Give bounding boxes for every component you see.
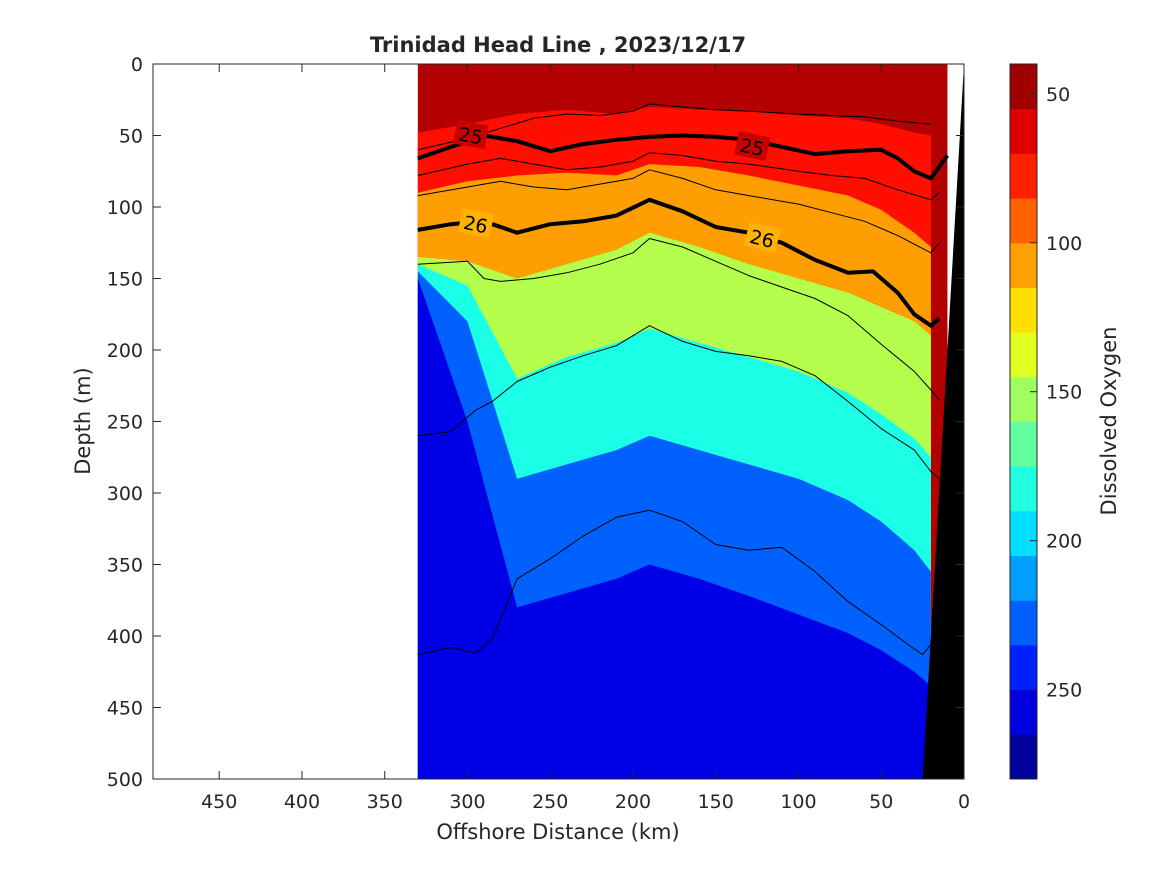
x-tick-label: 450: [201, 791, 237, 813]
chart-title: Trinidad Head Line , 2023/12/17: [370, 33, 746, 57]
y-tick-label: 0: [131, 54, 143, 76]
colorbar-swatch: [1010, 466, 1037, 512]
y-tick-label: 200: [107, 340, 143, 362]
x-tick-label: 150: [698, 791, 734, 813]
colorbar-swatch: [1010, 332, 1037, 378]
colorbar-swatch: [1010, 376, 1037, 422]
x-tick-label: 250: [532, 791, 568, 813]
y-tick-label: 400: [107, 626, 143, 648]
y-tick-label: 450: [107, 698, 143, 720]
colorbar-swatch: [1010, 153, 1037, 199]
y-tick-label: 50: [119, 126, 143, 148]
y-tick-label: 300: [107, 483, 143, 505]
colorbar-ticks: 250 200 150 100 50: [1030, 84, 1082, 702]
y-tick-label: 100: [107, 197, 143, 219]
colorbar: 250 200 150 100 50 Dissolved Oxygen: [1009, 63, 1121, 780]
colorbar-tick-label: 250: [1046, 680, 1082, 702]
contour-label-gap: [734, 130, 771, 162]
colorbar-frame: [1009, 63, 1038, 780]
contour-label-gap: [453, 119, 489, 150]
x-tick-label: 400: [284, 791, 320, 813]
sigma-contour-bold: [417, 133, 950, 181]
y-tick-label: 250: [107, 412, 143, 434]
y-axis-label: Depth (m): [71, 367, 95, 474]
density-contour-lines: [417, 103, 950, 656]
colorbar-tick-label: 150: [1046, 382, 1082, 404]
sigma-contour: [417, 325, 940, 480]
colorbar-swatch: [1010, 555, 1037, 601]
x-tick-label: 300: [449, 791, 485, 813]
x-tick-label: 350: [367, 791, 403, 813]
contour-label: 25: [457, 124, 485, 150]
y-tick-label: 500: [107, 769, 143, 791]
x-axis-ticks: 450 400 350 300 250 200 150 100 50 0: [201, 64, 970, 813]
colorbar-tick-label: 50: [1046, 84, 1070, 106]
y-axis-ticks: 0 50 100 150 200 250 300 350 400 450 500: [107, 54, 964, 791]
oxygen-band: [417, 278, 931, 779]
y-tick-label: 350: [107, 555, 143, 577]
x-axis-label: Offshore Distance (km): [436, 820, 679, 844]
sigma-contour: [417, 509, 932, 656]
colorbar-swatch: [1010, 644, 1037, 691]
contour-label: 25: [738, 135, 766, 162]
oxygen-contour-fill: [417, 64, 948, 779]
colorbar-swatch: [1010, 600, 1037, 646]
colorbar-label: Dissolved Oxygen: [1097, 327, 1121, 516]
colorbar-swatch: [1010, 108, 1037, 154]
colorbar-tick-label: 200: [1046, 531, 1082, 553]
x-tick-label: 200: [615, 791, 651, 813]
colorbar-swatch: [1010, 287, 1037, 333]
colorbar-swatch: [1010, 421, 1037, 467]
sigma-contour: [417, 152, 940, 201]
contour-label-gap: [457, 208, 495, 239]
sigma-contour: [417, 238, 940, 401]
bathymetry-mask: [922, 64, 964, 779]
x-tick-label: 0: [958, 791, 970, 813]
colorbar-swatch: [1010, 734, 1037, 780]
contour-label: 26: [461, 212, 489, 239]
sigma-contour-bold: [417, 197, 941, 328]
y-tick-label: 150: [107, 269, 143, 291]
colorbar-swatch: [1010, 689, 1037, 735]
colorbar-swatch: [1010, 510, 1037, 557]
x-tick-label: 100: [780, 791, 816, 813]
colorbar-swatch: [1010, 64, 1037, 110]
colorbar-swatches: [1010, 64, 1037, 780]
x-tick-label: 50: [869, 791, 893, 813]
colorbar-tick-label: 100: [1046, 233, 1082, 255]
colorbar-swatch: [1010, 198, 1037, 244]
contour-label-gap: [743, 221, 781, 254]
sigma-contour: [417, 169, 940, 254]
colorbar-swatch: [1010, 242, 1037, 288]
sigma-contour: [417, 103, 931, 151]
